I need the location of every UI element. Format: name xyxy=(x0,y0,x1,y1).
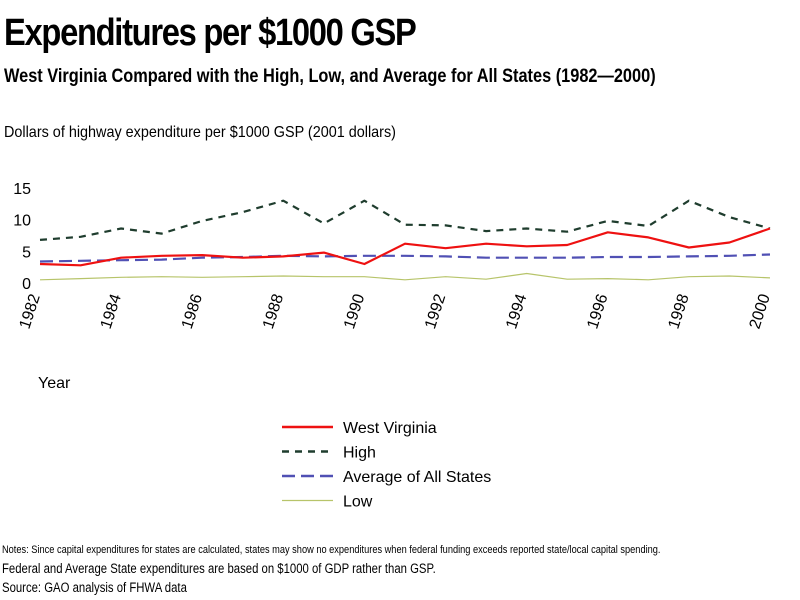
legend-label: Low xyxy=(343,494,373,511)
x-tick-label: 1996 xyxy=(584,292,611,331)
series-lines xyxy=(39,199,771,281)
chart-subtitle: West Virginia Compared with the High, Lo… xyxy=(4,66,656,87)
series-line-low xyxy=(39,272,771,281)
x-tick-label: 1982 xyxy=(17,292,44,331)
series-line-west-virginia xyxy=(39,227,771,267)
legend-label: Average of All States xyxy=(343,469,491,486)
x-tick-label: 1990 xyxy=(341,292,368,331)
x-tick-label: 2000 xyxy=(747,292,774,331)
y-tick-label: 10 xyxy=(13,213,31,230)
x-tick-label: 1992 xyxy=(422,292,449,331)
source-line: Source: GAO analysis of FHWA data xyxy=(2,580,187,595)
notes-line: Federal and Average State expenditures a… xyxy=(2,561,436,576)
legend-label: West Virginia xyxy=(343,420,437,437)
y-axis-ticks: 0 5 10 15 xyxy=(13,181,31,293)
x-tick-label: 1988 xyxy=(260,292,287,331)
x-axis-ticks: 1982 1984 1986 1988 1990 1992 1994 1996 1998 2000 xyxy=(17,292,774,331)
x-tick-label: 1994 xyxy=(503,292,530,331)
series-line-average-of-all-states xyxy=(39,253,771,263)
x-tick-label: 1998 xyxy=(666,292,693,331)
series-line-high xyxy=(39,199,771,241)
y-tick-label: 15 xyxy=(13,181,31,198)
y-tick-label: 5 xyxy=(22,244,31,261)
x-tick-label: 1984 xyxy=(98,292,125,331)
notes-line: Notes: Since capital expenditures for st… xyxy=(2,544,661,556)
y-tick-label: 0 xyxy=(22,276,31,293)
y-axis-label: Dollars of highway expenditure per $1000… xyxy=(4,124,396,141)
chart-title: Expenditures per $1000 GSP xyxy=(4,12,417,54)
legend: West Virginia High Average of All States Lo… xyxy=(282,420,491,511)
x-axis-label: Year xyxy=(38,375,71,392)
legend-label: High xyxy=(343,445,376,462)
x-tick-label: 1986 xyxy=(179,292,206,331)
